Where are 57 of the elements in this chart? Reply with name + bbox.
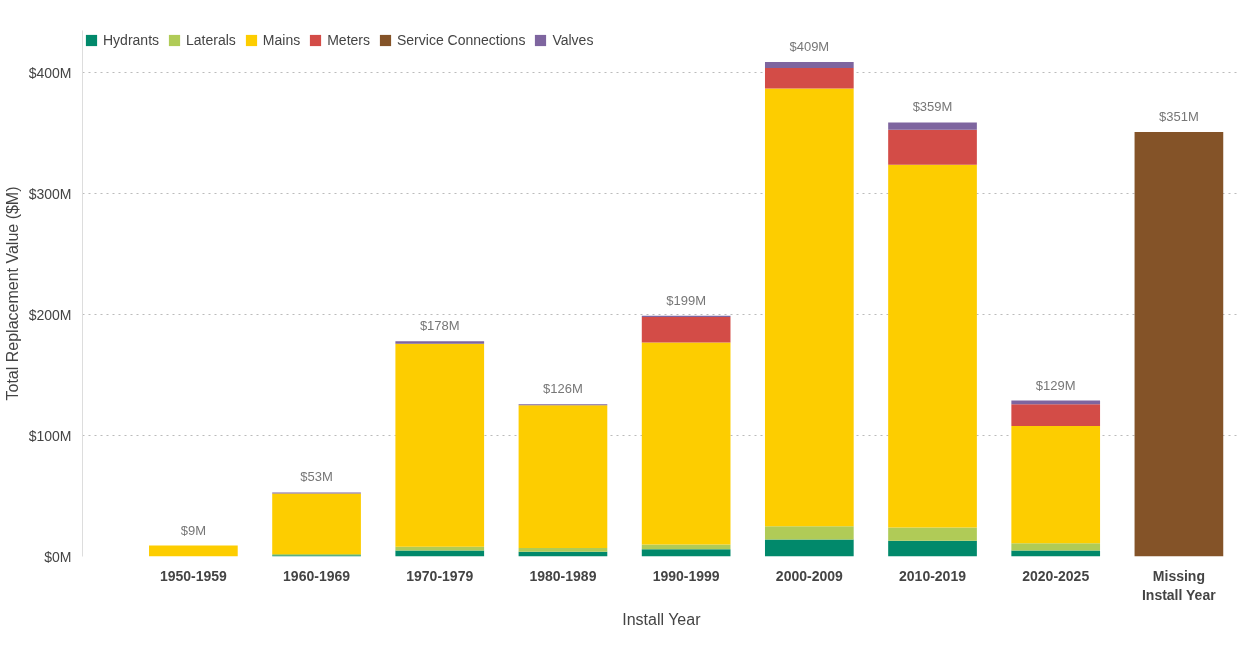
total-label: $9M xyxy=(180,522,207,538)
bar xyxy=(272,493,361,555)
x-tick-label: 1960-1969 xyxy=(283,567,351,584)
x-axis-title: Install Year xyxy=(622,610,702,628)
bar xyxy=(764,539,854,557)
bar xyxy=(888,540,977,557)
legend-label: Valves xyxy=(552,32,594,48)
bar xyxy=(888,527,977,541)
bar xyxy=(1011,543,1101,551)
bar xyxy=(395,343,485,547)
bar xyxy=(1011,404,1101,426)
x-tick-label: 1950-1959 xyxy=(159,567,228,584)
bar xyxy=(395,550,485,557)
bar xyxy=(888,122,977,130)
bar xyxy=(888,164,977,528)
bar xyxy=(1134,132,1224,557)
x-tick-label: 1970-1979 xyxy=(406,567,474,584)
legend-label: Meters xyxy=(327,32,370,48)
x-tick-label: 2010-2019 xyxy=(899,567,967,584)
total-label: $129M xyxy=(1035,377,1076,393)
total-label: $409M xyxy=(789,38,830,54)
bar xyxy=(149,545,238,557)
x-tick-label: 2000-2009 xyxy=(775,567,844,584)
bar xyxy=(518,405,608,549)
bar xyxy=(641,549,731,557)
total-label: $359M xyxy=(912,99,953,115)
total-label: $53M xyxy=(300,469,333,485)
bar xyxy=(641,342,731,545)
bar xyxy=(641,317,731,343)
total-label: $199M xyxy=(666,292,707,308)
x-tick-label: 2020-2025 xyxy=(1022,567,1090,584)
y-tick-label: $400M xyxy=(28,64,72,81)
y-tick-label: $100M xyxy=(28,427,72,444)
legend-label: Service Connections xyxy=(397,32,526,48)
y-tick-label: $200M xyxy=(28,306,72,323)
bar xyxy=(1011,550,1101,557)
bar xyxy=(764,67,854,89)
bar xyxy=(764,526,854,540)
x-tick-label: 1980-1989 xyxy=(529,567,597,584)
bar xyxy=(1011,425,1101,544)
total-label: $126M xyxy=(543,381,583,397)
bar xyxy=(764,61,854,68)
bar xyxy=(518,548,608,552)
y-axis-title: Total Replacement Value ($M) xyxy=(3,186,21,401)
legend-label: Laterals xyxy=(186,32,236,48)
bar xyxy=(641,544,731,550)
legend-label: Hydrants xyxy=(103,32,160,48)
x-tick-label: 1990-1999 xyxy=(652,567,720,584)
bar xyxy=(888,129,977,165)
bar xyxy=(764,88,854,527)
bar xyxy=(395,341,485,344)
x-tick-label: Missing Install Year xyxy=(1141,567,1217,603)
total-label: $178M xyxy=(419,318,460,334)
total-label: $351M xyxy=(1159,109,1199,125)
legend-label: Mains xyxy=(262,32,301,48)
y-tick-label: $300M xyxy=(28,185,72,202)
y-tick-label: $0M xyxy=(44,548,72,565)
